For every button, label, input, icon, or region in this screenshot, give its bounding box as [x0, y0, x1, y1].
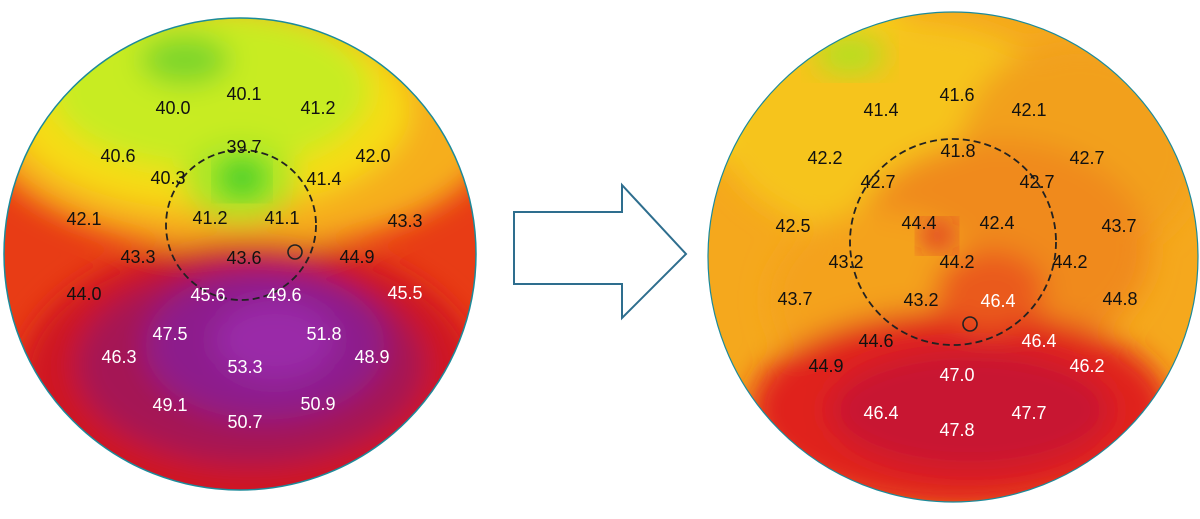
right-arrow-icon: [513, 182, 688, 321]
value-label: 46.4: [1021, 331, 1056, 351]
after-thickness-map: 41.6 41.4 42.1 41.8 42.2 42.7 42.7 42.7 …: [707, 11, 1199, 503]
value-label: 44.6: [858, 331, 893, 351]
value-label: 49.1: [152, 395, 187, 415]
value-label: 49.6: [266, 285, 301, 305]
value-label: 53.3: [227, 357, 262, 377]
value-label: 40.1: [226, 84, 261, 104]
value-label: 45.5: [387, 283, 422, 303]
value-label: 43.6: [226, 248, 261, 268]
value-label: 43.3: [387, 211, 422, 231]
value-label: 44.4: [901, 213, 936, 233]
value-label: 41.4: [306, 169, 341, 189]
value-label: 46.2: [1069, 356, 1104, 376]
value-label: 39.7: [226, 137, 261, 157]
value-label: 44.9: [339, 247, 374, 267]
value-label: 40.0: [155, 98, 190, 118]
value-label: 42.4: [979, 213, 1014, 233]
value-label: 47.0: [939, 365, 974, 385]
value-label: 41.4: [863, 100, 898, 120]
value-label: 40.3: [150, 168, 185, 188]
value-label: 42.1: [1011, 100, 1046, 120]
value-label: 42.7: [1069, 148, 1104, 168]
value-label: 42.2: [807, 148, 842, 168]
value-label: 41.2: [192, 208, 227, 228]
value-label: 42.5: [775, 216, 810, 236]
value-label: 50.9: [300, 394, 335, 414]
central-zone-circle: [165, 149, 317, 301]
value-label: 45.6: [190, 285, 225, 305]
value-label: 44.2: [1052, 252, 1087, 272]
value-label: 43.2: [903, 290, 938, 310]
before-thickness-map: 40.1 40.0 41.2 39.7 40.6 42.0 40.3 41.4 …: [3, 17, 477, 491]
value-label: 43.3: [120, 247, 155, 267]
value-label: 43.2: [828, 252, 863, 272]
value-label: 42.1: [66, 209, 101, 229]
value-label: 41.2: [300, 98, 335, 118]
value-label: 46.3: [101, 347, 136, 367]
value-label: 43.7: [777, 289, 812, 309]
central-zone-circle: [849, 138, 1057, 346]
value-label: 44.0: [66, 284, 101, 304]
circle-marker-icon: [962, 316, 978, 332]
value-label: 42.7: [860, 172, 895, 192]
value-label: 46.4: [980, 291, 1015, 311]
value-label: 44.9: [808, 356, 843, 376]
value-label: 44.2: [939, 252, 974, 272]
value-label: 47.7: [1011, 403, 1046, 423]
value-label: 41.8: [940, 141, 975, 161]
value-label: 42.0: [355, 146, 390, 166]
value-label: 50.7: [227, 412, 262, 432]
value-label: 41.1: [264, 208, 299, 228]
value-label: 41.6: [939, 85, 974, 105]
value-label: 42.7: [1019, 172, 1054, 192]
value-label: 47.5: [152, 324, 187, 344]
value-label: 48.9: [354, 347, 389, 367]
circle-marker-icon: [287, 244, 303, 260]
value-label: 40.6: [100, 146, 135, 166]
value-label: 43.7: [1101, 216, 1136, 236]
value-label: 51.8: [306, 324, 341, 344]
value-label: 46.4: [863, 403, 898, 423]
value-label: 44.8: [1102, 289, 1137, 309]
value-label: 47.8: [939, 420, 974, 440]
